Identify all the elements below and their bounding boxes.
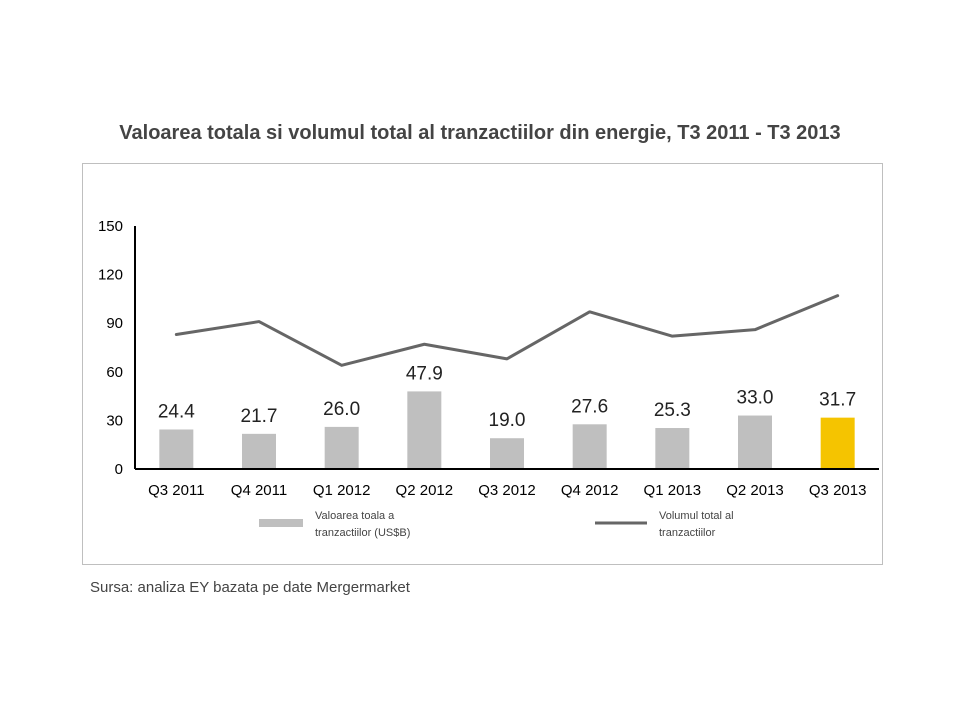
bar-6	[655, 428, 690, 469]
source-note: Sursa: analiza EY bazata pe date Mergerm…	[90, 579, 410, 596]
bar-8	[820, 417, 855, 469]
x-tick-label-1: Q4 2011	[231, 482, 287, 499]
y-tick-label-3: 90	[106, 315, 123, 332]
legend: Valoarea toala a tranzactiilor (US$B) Volu…	[259, 510, 734, 539]
x-tick-label-6: Q1 2013	[644, 482, 702, 499]
legend-swatch-bar	[259, 519, 303, 527]
volume-line	[174, 294, 840, 367]
bar-2	[324, 426, 359, 469]
bar-value-label-1: 21.7	[241, 406, 278, 427]
bar-value-label-3: 47.9	[406, 363, 443, 384]
bar-value-label-2: 26.0	[323, 399, 360, 420]
bar-0	[159, 429, 194, 469]
y-tick-label-1: 30	[106, 412, 123, 429]
chart-title: Valoarea totala si volumul total al tran…	[119, 122, 841, 144]
legend-label-line-line2: tranzactiilor	[659, 527, 716, 539]
bar-value-label-6: 25.3	[654, 400, 691, 421]
data-labels-group: 24.4 21.7 26.0 47.9 19.0 27.6 25.3 33.0 31.7	[158, 363, 856, 431]
x-tick-label-2: Q1 2012	[313, 482, 371, 499]
y-tick-label-4: 120	[98, 267, 123, 284]
legend-label-line-line1: Volumul total al	[659, 510, 734, 522]
bar-4	[490, 438, 524, 469]
y-tick-label-5: 150	[98, 218, 123, 235]
x-tick-label-4: Q3 2012	[478, 482, 536, 499]
x-tick-label-8: Q3 2013	[809, 482, 867, 499]
line-group	[174, 294, 840, 367]
y-tick-label-0: 0	[115, 461, 123, 478]
axes-group: 0 30 60 90 120 150 Q3 2011 Q4 2011 Q1 2012 Q2 201…	[98, 218, 879, 499]
bars-group	[159, 391, 855, 469]
chart-frame: 0 30 60 90 120 150 Q3 2011 Q4 2011 Q1 2012 Q2 201…	[82, 163, 883, 565]
x-tick-label-5: Q4 2012	[561, 482, 619, 499]
bar-5	[572, 424, 607, 469]
bar-value-label-0: 24.4	[158, 401, 195, 422]
chart-svg: 0 30 60 90 120 150 Q3 2011 Q4 2011 Q1 2012 Q2 201…	[98, 218, 879, 539]
x-tick-label-7: Q2 2013	[726, 482, 784, 499]
bar-1	[242, 433, 276, 469]
bar-7	[738, 415, 772, 469]
bar-value-label-8: 31.7	[819, 390, 856, 411]
y-tick-label-2: 60	[106, 364, 123, 381]
legend-label-bar-line2: tranzactiilor (US$B)	[315, 527, 410, 539]
bar-value-label-4: 19.0	[489, 410, 526, 431]
bar-value-label-5: 27.6	[571, 396, 608, 417]
x-tick-label-3: Q2 2012	[396, 482, 454, 499]
x-tick-label-0: Q3 2011	[148, 482, 204, 499]
legend-label-bar-line1: Valoarea toala a	[315, 510, 395, 522]
bar-value-label-7: 33.0	[737, 388, 774, 409]
bar-3	[407, 391, 442, 469]
